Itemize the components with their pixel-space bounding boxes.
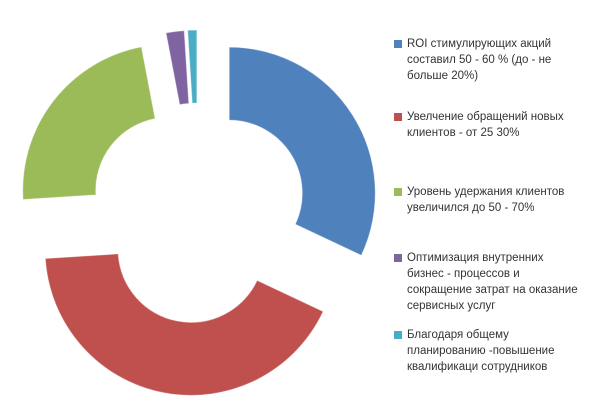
legend-label: Благодаря общему планированию -повышение… (407, 329, 555, 373)
doughnut-slice-2[interactable] (22, 46, 156, 201)
exploded-doughnut-chart (22, 29, 376, 396)
doughnut-slice-0[interactable] (228, 46, 376, 257)
legend-color-swatch-icon (394, 254, 402, 262)
legend-item-qualification[interactable]: Благодаря общему планированию -повышение… (394, 327, 600, 375)
legend-label: Уровень удержания клиентов увеличился до… (407, 186, 565, 214)
legend-color-swatch-icon (394, 40, 402, 48)
legend-color-swatch-icon (394, 113, 402, 121)
legend-item-optimization[interactable]: Оптимизация внутренних бизнес - процессо… (394, 250, 600, 314)
legend-item-new-clients[interactable]: Увелчение обращений новых клиентов - от … (394, 109, 600, 141)
legend-color-swatch-icon (394, 188, 402, 196)
legend-label: Увелчение обращений новых клиентов - от … (407, 111, 564, 139)
doughnut-slice-3[interactable] (165, 30, 190, 106)
legend-label: Оптимизация внутренних бизнес - процессо… (407, 252, 578, 312)
legend-label: ROI стимулирующих акций составил 50 - 60… (407, 38, 552, 82)
doughnut-slice-1[interactable] (44, 253, 324, 396)
chart-legend: ROI стимулирующих акций составил 50 - 60… (394, 0, 600, 410)
legend-item-retention[interactable]: Уровень удержания клиентов увеличился до… (394, 184, 600, 216)
doughnut-slice-4[interactable] (187, 29, 198, 104)
legend-color-swatch-icon (394, 331, 402, 339)
legend-item-roi[interactable]: ROI стимулирующих акций составил 50 - 60… (394, 36, 600, 84)
